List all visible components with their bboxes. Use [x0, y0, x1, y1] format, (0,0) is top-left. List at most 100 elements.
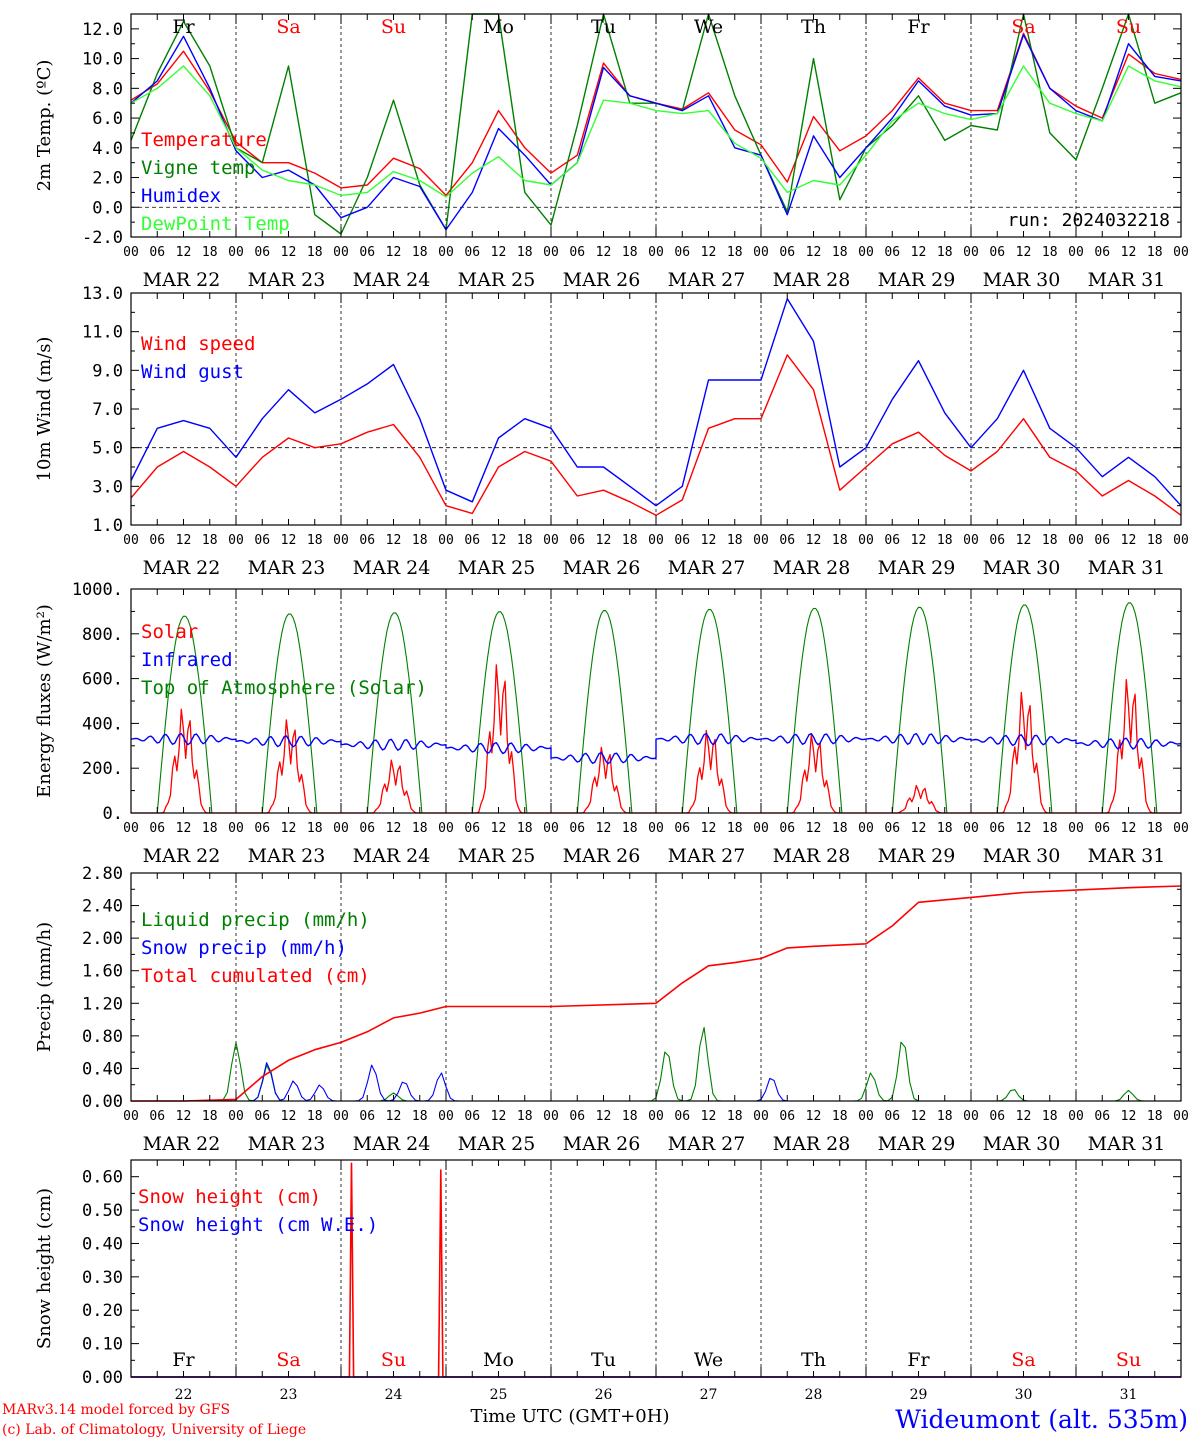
x-hour-label: 06: [359, 245, 375, 260]
weekday-label: Su: [1116, 16, 1141, 38]
x-hour-label: 12: [176, 245, 192, 260]
weekday-label: Sa: [1011, 1349, 1035, 1371]
x-hour-label: 12: [491, 821, 507, 836]
y-tick-label: 3.0: [92, 477, 123, 497]
x-hour-label: 00: [753, 245, 769, 260]
y-axis-label: Energy fluxes (W/m²): [34, 604, 55, 798]
x-hour-label: 00: [1068, 821, 1084, 836]
x-hour-label: 06: [884, 245, 900, 260]
date-label: MAR 25: [458, 845, 536, 867]
x-hour-label: 18: [937, 1109, 953, 1124]
x-hour-label: 06: [359, 533, 375, 548]
x-hour-label: 18: [517, 533, 533, 548]
date-label: MAR 24: [353, 1133, 431, 1155]
y-tick-label: 0.30: [82, 1268, 123, 1288]
x-hour-label: 12: [386, 821, 402, 836]
y-tick-label: 800.: [82, 625, 123, 645]
day-number: 31: [1120, 1387, 1138, 1403]
y-axis-label: Snow height (cm): [34, 1188, 55, 1349]
x-hour-label: 12: [806, 1109, 822, 1124]
x-hour-label: 12: [281, 533, 297, 548]
x-hour-label: 18: [937, 245, 953, 260]
x-hour-label: 00: [438, 821, 454, 836]
x-hour-label: 00: [1173, 1109, 1189, 1124]
x-hour-label: 06: [779, 245, 795, 260]
day-number: 25: [490, 1387, 508, 1403]
x-hour-label: 00: [543, 533, 559, 548]
x-hour-label: 06: [254, 1109, 270, 1124]
x-hour-label: 18: [937, 821, 953, 836]
x-hour-label: 12: [1121, 533, 1137, 548]
x-hour-label: 18: [727, 245, 743, 260]
x-hour-label: 06: [359, 821, 375, 836]
x-hour-label: 06: [674, 533, 690, 548]
x-hour-label: 00: [123, 1109, 139, 1124]
y-tick-label: 2.00: [82, 929, 123, 949]
x-hour-label: 18: [412, 245, 428, 260]
x-hour-label: 06: [464, 245, 480, 260]
x-hour-label: 18: [517, 821, 533, 836]
x-hour-label: 12: [806, 245, 822, 260]
x-hour-label: 12: [386, 245, 402, 260]
y-tick-label: 7.0: [92, 400, 123, 420]
x-hour-label: 00: [333, 1109, 349, 1124]
time-axis-label: Time UTC (GMT+0H): [471, 1406, 670, 1427]
x-hour-label: 00: [1068, 245, 1084, 260]
y-tick-label: -2.0: [82, 228, 123, 248]
x-hour-label: 06: [149, 1109, 165, 1124]
x-hour-label: 18: [202, 1109, 218, 1124]
x-hour-label: 12: [1121, 821, 1137, 836]
x-hour-label: 06: [1094, 1109, 1110, 1124]
x-hour-label: 00: [963, 821, 979, 836]
y-tick-label: 9.0: [92, 361, 123, 381]
x-hour-label: 00: [438, 533, 454, 548]
x-hour-label: 00: [123, 821, 139, 836]
y-tick-label: 0.40: [82, 1059, 123, 1079]
x-hour-label: 06: [779, 821, 795, 836]
x-hour-label: 12: [1016, 821, 1032, 836]
legend-entry: Snow height (cm W.E.): [138, 1214, 378, 1236]
x-hour-label: 12: [596, 821, 612, 836]
date-label: MAR 22: [143, 845, 221, 867]
y-tick-label: 0.20: [82, 1301, 123, 1321]
legend-entry: Total cumulated (cm): [141, 965, 370, 987]
x-hour-label: 18: [1147, 245, 1163, 260]
day-number: 22: [175, 1387, 193, 1403]
date-label: MAR 23: [248, 269, 326, 291]
y-tick-label: 2.0: [92, 169, 123, 189]
x-hour-label: 00: [858, 821, 874, 836]
x-hour-label: 12: [1016, 533, 1032, 548]
x-hour-label: 18: [727, 1109, 743, 1124]
x-hour-label: 00: [333, 245, 349, 260]
series-line-humidex: [130, 34, 1182, 231]
weekday-label: Fr: [172, 16, 195, 38]
x-hour-label: 18: [727, 533, 743, 548]
x-hour-label: 12: [1016, 1109, 1032, 1124]
x-hour-label: 12: [176, 821, 192, 836]
x-hour-label: 06: [1094, 533, 1110, 548]
x-hour-label: 06: [884, 821, 900, 836]
x-hour-label: 12: [491, 533, 507, 548]
date-label: MAR 30: [983, 557, 1061, 579]
x-hour-label: 18: [622, 821, 638, 836]
x-hour-label: 00: [333, 533, 349, 548]
legend-entry: Liquid precip (mm/h): [141, 909, 370, 931]
date-label: MAR 25: [458, 269, 536, 291]
y-tick-label: 0.60: [82, 1168, 123, 1188]
legend-entry: Infrared: [141, 649, 233, 671]
y-tick-label: 1000.: [72, 580, 123, 600]
day-number: 28: [805, 1387, 823, 1403]
x-hour-label: 18: [832, 1109, 848, 1124]
x-hour-label: 00: [963, 533, 979, 548]
y-tick-label: 200.: [82, 759, 123, 779]
y-tick-label: 400.: [82, 714, 123, 734]
x-hour-label: 18: [307, 245, 323, 260]
weekday-label: Mo: [483, 16, 514, 38]
x-hour-label: 00: [858, 533, 874, 548]
day-number: 24: [385, 1387, 403, 1403]
y-tick-label: 5.0: [92, 439, 123, 459]
x-hour-label: 18: [937, 533, 953, 548]
date-label: MAR 31: [1088, 845, 1166, 867]
x-hour-label: 18: [412, 821, 428, 836]
y-tick-label: 0.0: [92, 198, 123, 218]
